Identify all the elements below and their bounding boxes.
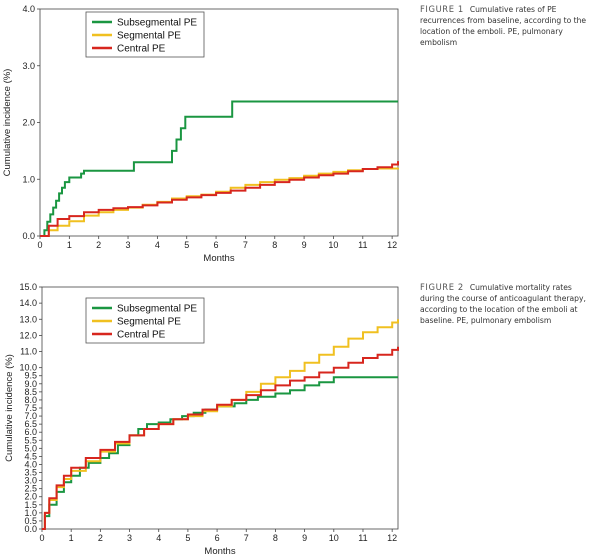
x-tick-label: 11 bbox=[358, 240, 367, 250]
y-tick-label: 14.0 bbox=[19, 298, 37, 308]
x-tick-label: 10 bbox=[329, 533, 339, 543]
x-tick-label: 6 bbox=[214, 240, 219, 250]
y-tick-label: 5.5 bbox=[24, 435, 37, 445]
y-tick-label: 0.5 bbox=[24, 516, 37, 526]
y-tick-label: 8.5 bbox=[24, 387, 37, 397]
y-tick-label: 11.0 bbox=[20, 347, 37, 357]
legend-label: Subsegmental PE bbox=[117, 304, 197, 315]
y-axis-label: Cumulative incidence (%) bbox=[2, 69, 13, 177]
y-tick-label: 4.0 bbox=[24, 459, 37, 469]
y-tick-label: 15.0 bbox=[19, 282, 37, 292]
figure-1-caption: FIGURE 1 Cumulative rates of PE recurrenc… bbox=[420, 4, 598, 48]
y-tick-label: 2.0 bbox=[22, 118, 35, 128]
y-tick-label: 8.0 bbox=[24, 395, 37, 405]
x-tick-label: 3 bbox=[127, 533, 132, 543]
figure-2-label: FIGURE 2 bbox=[420, 282, 464, 292]
y-tick-label: 2.5 bbox=[24, 484, 37, 494]
y-tick-label: 7.0 bbox=[24, 411, 37, 421]
x-tick-label: 1 bbox=[67, 240, 72, 250]
chart-mortality: 0.00.51.01.52.02.53.03.54.04.55.05.56.06… bbox=[4, 282, 399, 555]
series-line bbox=[40, 167, 399, 237]
y-tick-label: 10.0 bbox=[19, 363, 37, 373]
x-tick-label: 4 bbox=[156, 533, 161, 543]
y-tick-label: 0.0 bbox=[22, 231, 35, 241]
y-tick-label: 3.0 bbox=[24, 476, 37, 486]
y-tick-label: 7.5 bbox=[24, 403, 37, 413]
series-line bbox=[42, 376, 398, 530]
figure-1-label: FIGURE 1 bbox=[420, 4, 464, 14]
series-line bbox=[40, 100, 398, 237]
legend-label: Subsegmental PE bbox=[117, 18, 197, 29]
y-tick-label: 1.0 bbox=[22, 174, 35, 184]
x-tick-label: 10 bbox=[328, 240, 338, 250]
y-tick-label: 13.0 bbox=[19, 314, 37, 324]
x-tick-label: 5 bbox=[184, 240, 189, 250]
x-tick-label: 9 bbox=[302, 533, 307, 543]
y-axis-label: Cumulative incidence (%) bbox=[4, 354, 15, 462]
x-tick-label: 0 bbox=[37, 240, 42, 250]
legend-label: Central PE bbox=[117, 330, 166, 341]
x-tick-label: 5 bbox=[185, 533, 190, 543]
y-tick-label: 2.0 bbox=[24, 492, 37, 502]
y-tick-label: 4.0 bbox=[22, 4, 35, 14]
y-tick-label: 1.0 bbox=[24, 508, 37, 518]
x-tick-label: 3 bbox=[126, 240, 131, 250]
x-tick-label: 7 bbox=[243, 240, 248, 250]
y-tick-label: 4.5 bbox=[24, 451, 37, 461]
x-axis-label: Months bbox=[204, 546, 235, 555]
y-tick-label: 5.0 bbox=[24, 443, 37, 453]
x-axis-label: Months bbox=[203, 253, 234, 264]
x-tick-label: 2 bbox=[96, 240, 101, 250]
figure-2-caption-text: Cumulative mortality rates during the co… bbox=[420, 283, 586, 325]
x-tick-label: 0 bbox=[39, 533, 44, 543]
figure-2-caption: FIGURE 2 Cumulative mortality rates durin… bbox=[420, 282, 598, 326]
x-tick-label: 11 bbox=[358, 533, 367, 543]
chart-recurrence: 0.01.02.03.04.00 1 2 3 4 5 6 7 8 9 10 11 12MonthsCum… bbox=[2, 4, 399, 264]
legend-label: Segmental PE bbox=[117, 31, 181, 42]
y-tick-label: 1.5 bbox=[24, 500, 37, 510]
y-tick-label: 3.5 bbox=[24, 468, 37, 478]
figure-2: 0.0 0.5 1.0 1.5 2.0 2.5 3.0 3.5 4.0 4.5 5.0 5.5 6.0 6… bbox=[0, 278, 604, 555]
y-tick-label: 6.0 bbox=[24, 427, 37, 437]
figure-1: 0.0 1.0 2.0 3.0 4.0 0 1 2 3 4 5 6 7 8 9 10 11 12 Months Cum… bbox=[0, 0, 604, 270]
series-line bbox=[40, 161, 399, 237]
series-line bbox=[42, 346, 399, 530]
legend-label: Segmental PE bbox=[117, 317, 181, 328]
y-tick-label: 9.0 bbox=[24, 379, 37, 389]
x-tick-label: 12 bbox=[387, 533, 397, 543]
legend-label: Central PE bbox=[117, 44, 166, 55]
y-tick-label: 9.5 bbox=[24, 371, 37, 381]
y-tick-label: 6.5 bbox=[24, 419, 37, 429]
x-tick-label: 1 bbox=[69, 533, 74, 543]
x-tick-label: 4 bbox=[155, 240, 160, 250]
x-tick-label: 6 bbox=[215, 533, 220, 543]
figure-1-caption-text: Cumulative rates of PE recurrences from … bbox=[420, 5, 587, 47]
x-tick-label: 2 bbox=[98, 533, 103, 543]
x-tick-label: 12 bbox=[387, 240, 397, 250]
x-tick-label: 8 bbox=[273, 533, 278, 543]
x-tick-label: 8 bbox=[272, 240, 277, 250]
series-line bbox=[42, 319, 399, 530]
y-tick-label: 12.0 bbox=[19, 330, 37, 340]
x-tick-label: 7 bbox=[244, 533, 249, 543]
y-tick-label: 0.0 bbox=[24, 524, 37, 534]
x-tick-label: 9 bbox=[302, 240, 307, 250]
y-tick-label: 3.0 bbox=[22, 61, 35, 71]
